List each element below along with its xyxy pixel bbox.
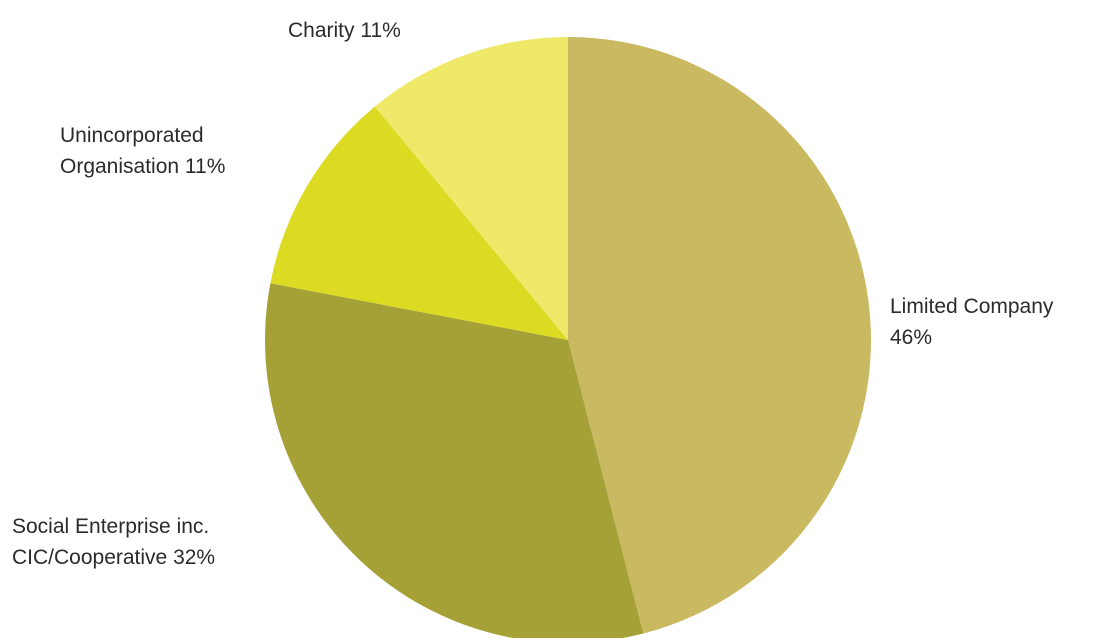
slice-label-line: CIC/Cooperative 32% [12,546,215,569]
pie-slice [270,106,568,340]
slice-label: Limited Company 46% [890,295,1054,349]
slice-label: Charity 11% [288,19,401,42]
slice-label: Social Enterprise inc. CIC/Cooperative 32… [12,515,215,569]
pie-slices [265,37,871,638]
slice-label-line: Unincorporated [60,124,204,147]
slice-label-line: Charity 11% [288,19,401,42]
slice-label: Unincorporated Organisation 11% [60,124,225,178]
pie-slice [265,283,644,638]
pie-slice [374,37,568,340]
pie-slice [568,37,871,634]
slice-label-line: Social Enterprise inc. [12,515,209,538]
slice-label-line: 46% [890,326,932,349]
slice-label-line: Organisation 11% [60,155,225,178]
pie-labels: Limited Company 46% Social Enterprise inc.… [12,19,1054,569]
slice-label-line: Limited Company [890,295,1054,318]
